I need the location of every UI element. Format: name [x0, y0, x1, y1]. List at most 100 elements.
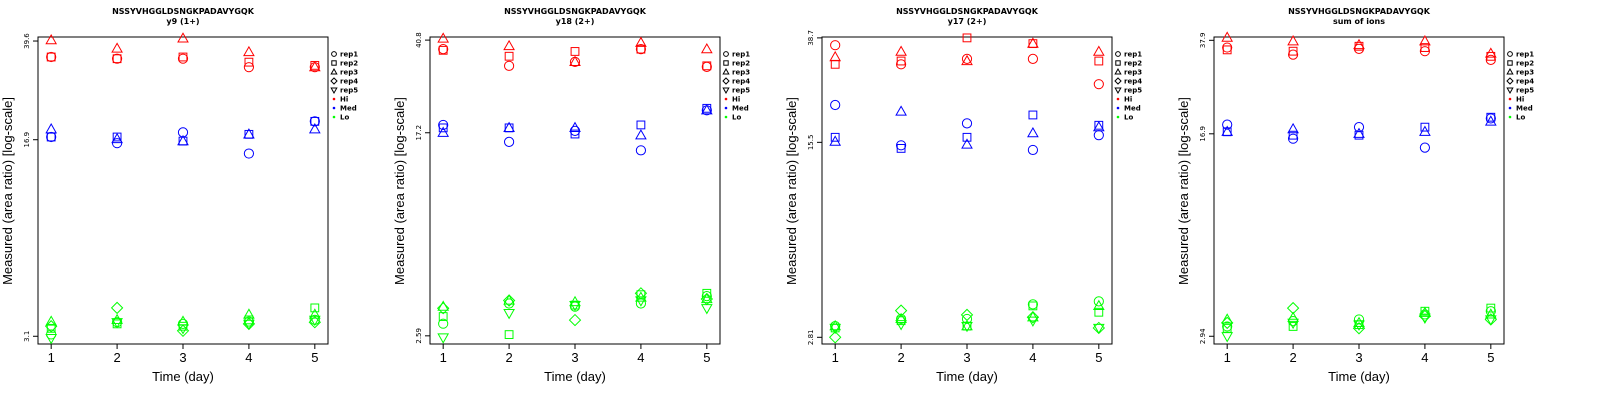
y-axis-label: Measured (area ratio) [log-scale]: [1176, 97, 1191, 285]
data-point-rep2: [504, 51, 514, 61]
data-point-rep2: [1288, 46, 1298, 56]
data-point-rep4: [568, 313, 582, 327]
data-point-rep1: [1419, 142, 1431, 153]
legend-label: rep3: [340, 69, 358, 77]
data-point-rep2: [1288, 130, 1298, 140]
y-tick-label: 2.94: [1199, 328, 1207, 344]
y-tick-label: 38.7: [807, 30, 815, 46]
data-point-rep3: [1353, 316, 1365, 327]
data-point-rep3: [635, 36, 647, 47]
data-point-rep3: [700, 292, 713, 304]
chart-title: NSSYVHGGLDSNGKPADAVYGQK: [112, 7, 255, 16]
data-point-rep1: [895, 140, 907, 151]
data-point-rep2: [896, 56, 906, 66]
data-point-rep1: [438, 119, 449, 131]
x-tick-label: 2: [113, 350, 120, 365]
chart-title: NSSYVHGGLDSNGKPADAVYGQK: [504, 7, 647, 16]
legend-label: rep1: [1124, 51, 1142, 59]
data-point-rep3: [895, 45, 907, 56]
data-point-rep1: [961, 53, 973, 64]
x-tick-label: 3: [571, 350, 578, 365]
chart-subtitle: y9 (1+): [166, 17, 199, 26]
legend-key-dot: [724, 97, 728, 101]
data-point-rep1: [701, 291, 712, 302]
data-point-rep4: [1352, 322, 1366, 335]
legend-key-diamond: [722, 77, 730, 85]
data-point-rep3: [308, 308, 321, 319]
data-point-rep3: [635, 129, 647, 140]
data-point-rep2: [438, 312, 448, 321]
x-tick-label: 2: [1289, 350, 1296, 365]
data-point-rep2: [570, 47, 580, 56]
chart-subtitle: y17 (2+): [948, 17, 987, 26]
data-point-rep5: [569, 300, 581, 312]
x-tick-label: 1: [1224, 350, 1231, 365]
legend-key-dot: [1508, 115, 1512, 119]
data-point-rep3: [1221, 313, 1234, 324]
data-point-rep1: [1027, 299, 1039, 310]
legend-label: rep5: [732, 87, 750, 95]
legend-label: rep4: [1516, 78, 1534, 86]
data-point-rep1: [46, 131, 57, 143]
data-point-rep2: [112, 54, 122, 64]
legend-label: rep4: [732, 78, 750, 86]
data-point-rep3: [1027, 311, 1039, 322]
legend-key-circle: [723, 51, 729, 57]
data-point-rep3: [437, 126, 450, 137]
data-point-rep3: [45, 33, 58, 45]
legend-label: rep2: [340, 60, 358, 68]
data-point-rep2: [636, 120, 646, 130]
data-point-rep5: [177, 324, 189, 335]
data-points: [1220, 31, 1498, 343]
x-tick-label: 5: [1095, 350, 1102, 365]
data-point-rep1: [177, 53, 189, 64]
data-point-rep3: [569, 121, 581, 132]
data-point-rep2: [1094, 56, 1104, 66]
y-tick-label: 2.59: [415, 328, 423, 344]
legend-key-triangle-down: [722, 87, 730, 95]
legend-key-dot: [724, 106, 728, 110]
y-tick-label: 40.8: [415, 32, 423, 48]
y-axis-label: Measured (area ratio) [log-scale]: [0, 97, 15, 285]
legend-label: Hi: [1516, 96, 1524, 104]
y-tick-label: 16.9: [23, 132, 31, 148]
legend-label: Hi: [340, 96, 348, 104]
legend-label: rep3: [732, 69, 750, 77]
data-point-rep2: [1288, 322, 1298, 331]
legend-key-triangle-up: [1114, 67, 1122, 75]
data-point-rep4: [110, 301, 124, 315]
legend-key-dot: [332, 115, 336, 119]
y-axis-label: Measured (area ratio) [log-scale]: [392, 97, 407, 285]
legend-key-triangle-up: [1506, 67, 1514, 75]
legend-key-square: [1507, 60, 1513, 66]
legend-label: Lo: [1124, 114, 1133, 122]
data-point-rep3: [1419, 125, 1431, 136]
data-point-rep4: [436, 302, 450, 315]
legend-label: Med: [1124, 105, 1141, 113]
data-point-rep2: [830, 59, 840, 69]
legend-key-triangle-down: [1506, 87, 1514, 95]
chart-subtitle: y18 (2+): [556, 17, 595, 26]
legend-key-dot: [332, 106, 336, 110]
data-point-rep4: [44, 320, 58, 333]
chart-title: NSSYVHGGLDSNGKPADAVYGQK: [1288, 7, 1431, 16]
data-point-rep2: [1486, 303, 1496, 313]
data-point-rep3: [895, 312, 907, 324]
data-point-rep3: [111, 42, 123, 53]
data-point-rep5: [635, 296, 647, 307]
legend-key-circle: [1115, 51, 1121, 57]
data-point-rep1: [309, 116, 320, 127]
data-point-rep2: [46, 132, 56, 142]
y-tick-label: 39.6: [23, 33, 31, 49]
legend-label: rep4: [1124, 78, 1142, 86]
data-point-rep1: [1353, 314, 1365, 325]
data-point-rep2: [1420, 122, 1430, 132]
data-point-rep1: [1287, 49, 1299, 60]
data-point-rep4: [1026, 311, 1040, 324]
data-point-rep1: [1287, 133, 1299, 144]
data-point-rep1: [635, 44, 647, 55]
data-point-rep1: [830, 99, 841, 111]
data-point-rep3: [308, 60, 321, 72]
